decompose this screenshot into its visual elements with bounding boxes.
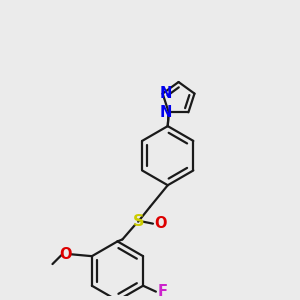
Text: N: N [160, 105, 172, 120]
Text: O: O [59, 247, 71, 262]
Text: F: F [158, 284, 168, 299]
Text: N: N [159, 86, 172, 101]
Text: S: S [132, 214, 144, 229]
Text: O: O [154, 216, 167, 231]
